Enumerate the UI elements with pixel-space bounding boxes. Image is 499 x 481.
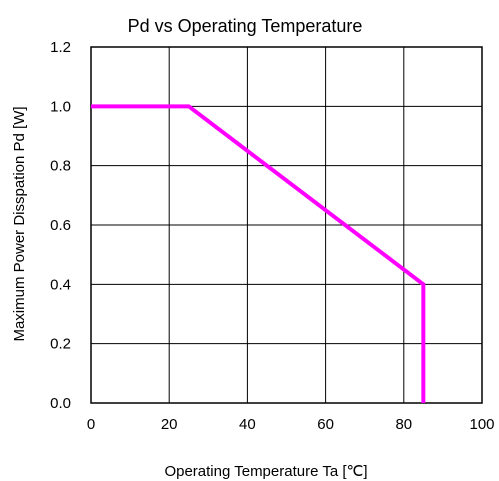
x-tick-label: 100 <box>469 416 494 433</box>
x-tick-label: 0 <box>87 416 95 433</box>
x-tick-label: 60 <box>317 416 334 433</box>
chart-title: Pd vs Operating Temperature <box>128 16 363 36</box>
series-group <box>91 104 426 403</box>
x-tick-label: 80 <box>395 416 412 433</box>
y-tick-label: 0.0 <box>50 395 71 412</box>
y-tick-label: 0.8 <box>50 158 71 175</box>
series-line <box>91 104 426 403</box>
plot-frame <box>90 46 483 404</box>
y-tick-label: 1.0 <box>50 98 71 115</box>
y-tick-label: 0.4 <box>50 276 71 293</box>
y-tick-labels: 0.0 0.2 0.4 0.6 0.8 1.0 1.2 <box>50 39 71 412</box>
x-axis-label: Operating Temperature Ta [℃] <box>164 463 367 480</box>
y-tick-label: 0.2 <box>50 336 71 353</box>
x-tick-labels: 0 20 40 60 80 100 <box>87 416 495 433</box>
x-tick-label: 20 <box>161 416 178 433</box>
y-axis-label: Maximum Power Disspation Pd [W] <box>11 106 28 341</box>
y-tick-label: 1.2 <box>50 39 71 56</box>
x-tick-label: 40 <box>239 416 256 433</box>
y-tick-label: 0.6 <box>50 217 71 234</box>
